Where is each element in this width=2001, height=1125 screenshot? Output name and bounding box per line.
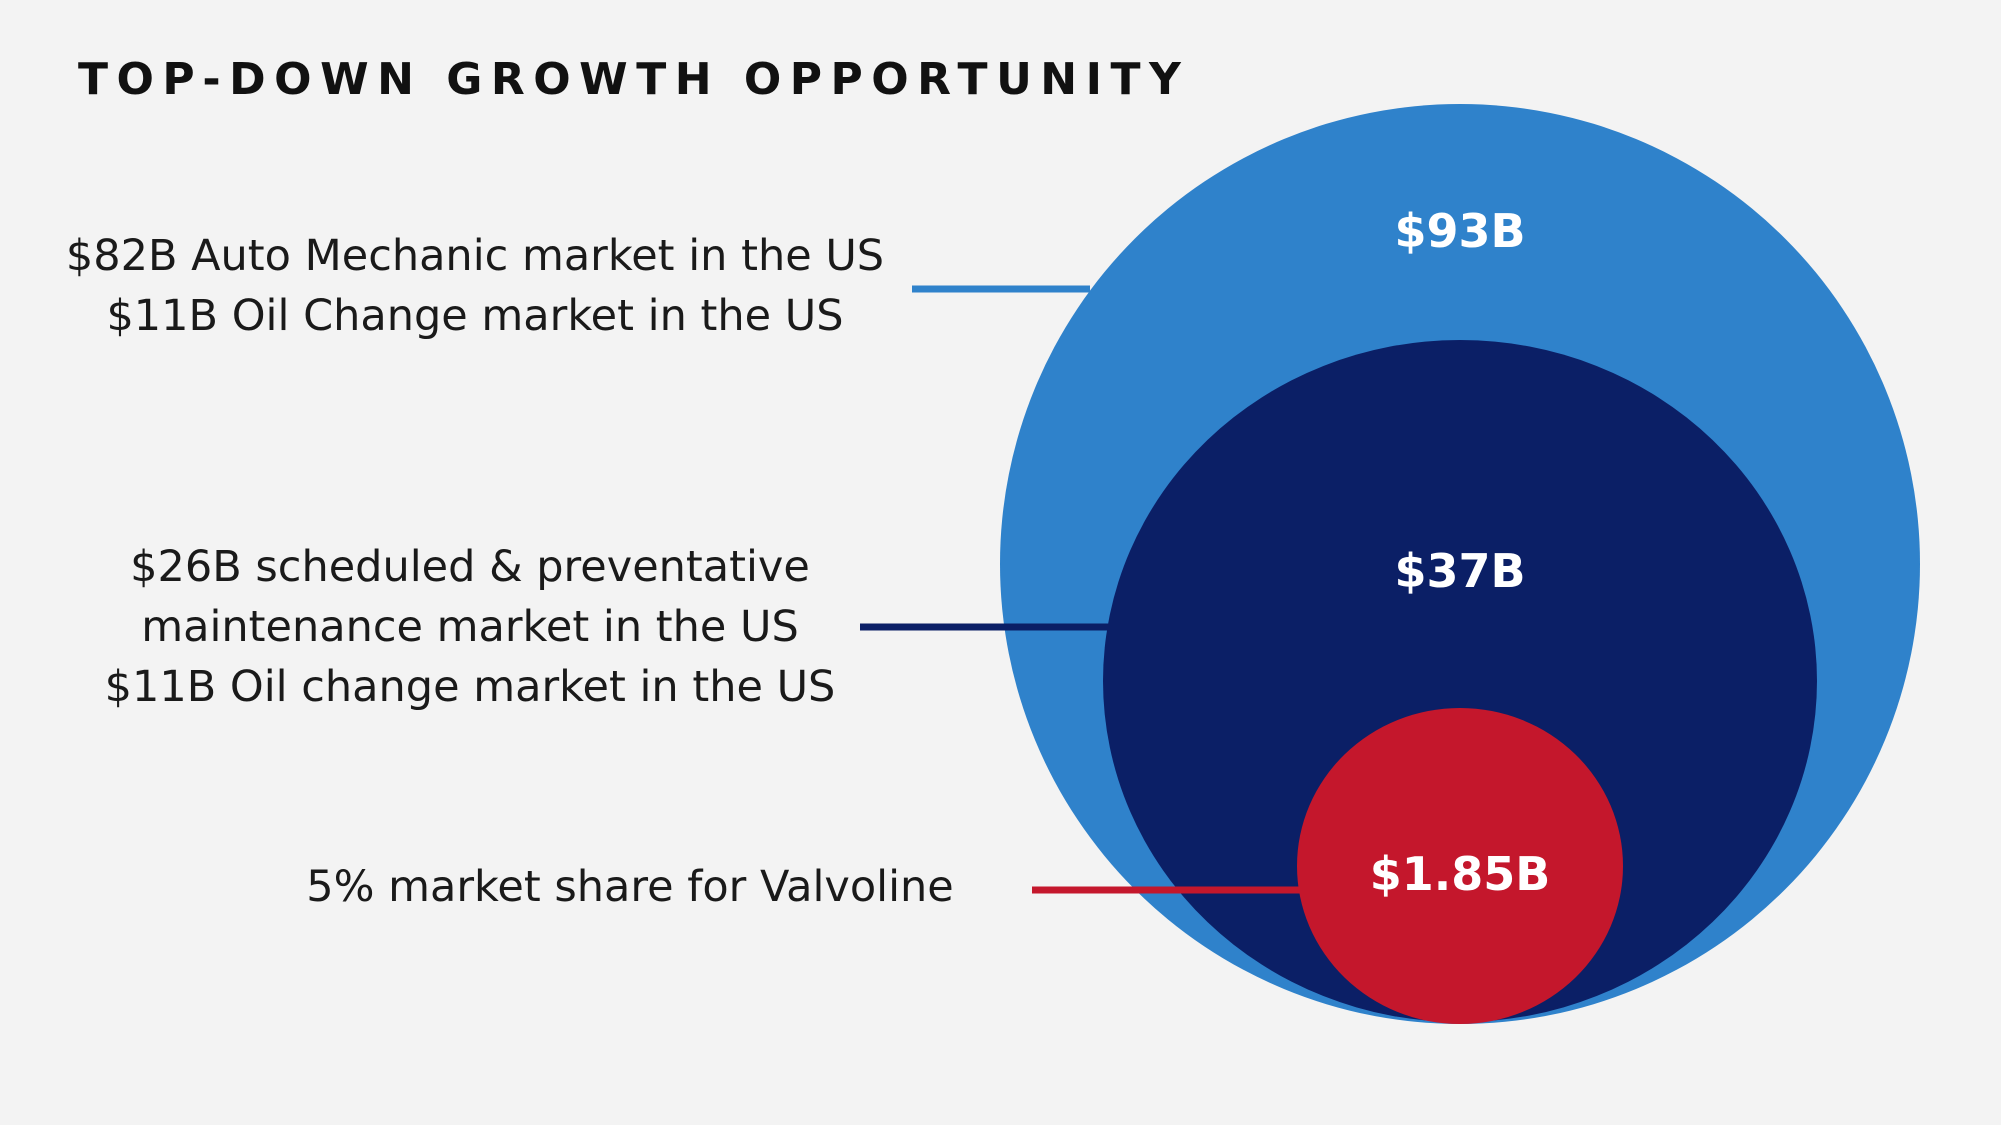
description-line: 5% market share for Valvoline bbox=[306, 862, 954, 912]
description-line: $11B Oil Change market in the US bbox=[106, 291, 844, 341]
middle-description: $26B scheduled & preventative maintenanc… bbox=[30, 537, 910, 717]
inner-description: 5% market share for Valvoline bbox=[230, 857, 1030, 917]
description-line: $26B scheduled & preventative bbox=[130, 542, 810, 592]
middle-circle-value: $37B bbox=[1394, 544, 1525, 598]
description-line: $82B Auto Mechanic market in the US bbox=[65, 231, 885, 281]
inner-circle-value: $1.85B bbox=[1370, 847, 1551, 901]
inner-circle bbox=[1297, 708, 1623, 1024]
page-title: TOP-DOWN GROWTH OPPORTUNITY bbox=[78, 54, 1190, 105]
outer-description: $82B Auto Mechanic market in the US $11B… bbox=[30, 226, 920, 346]
middle-circle bbox=[1103, 340, 1817, 1022]
description-line: maintenance market in the US bbox=[141, 602, 799, 652]
description-line: $11B Oil change market in the US bbox=[104, 662, 836, 712]
outer-circle-value: $93B bbox=[1394, 204, 1525, 258]
